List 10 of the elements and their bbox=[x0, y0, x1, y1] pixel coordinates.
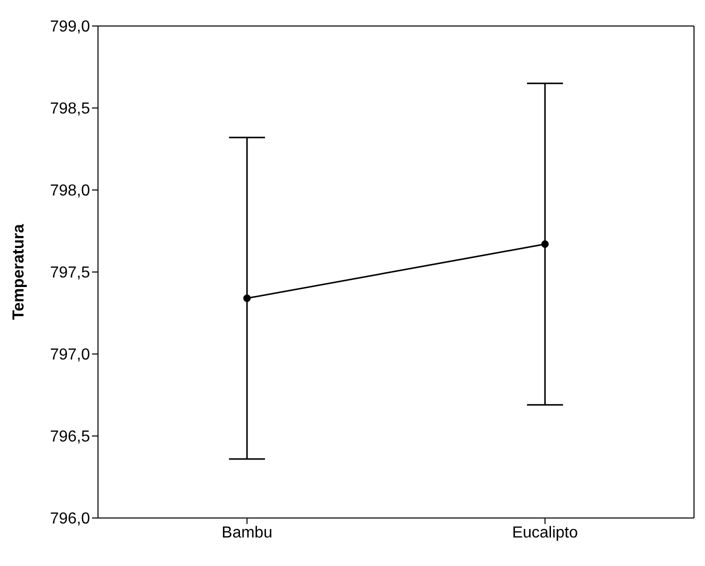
y-tick-label: 798,5 bbox=[50, 100, 90, 118]
y-tick-label: 799,0 bbox=[50, 18, 90, 36]
y-tick-label: 798,0 bbox=[50, 182, 90, 200]
y-tick-label: 796,0 bbox=[50, 510, 90, 528]
y-tick-label: 797,5 bbox=[50, 264, 90, 282]
y-tick-label: 797,0 bbox=[50, 346, 90, 364]
x-tick-label: Eucalipto bbox=[512, 524, 578, 542]
y-tick-label: 796,5 bbox=[50, 428, 90, 446]
x-tick-label: Bambu bbox=[222, 524, 272, 542]
y-axis-title: Temperatura bbox=[10, 224, 28, 320]
